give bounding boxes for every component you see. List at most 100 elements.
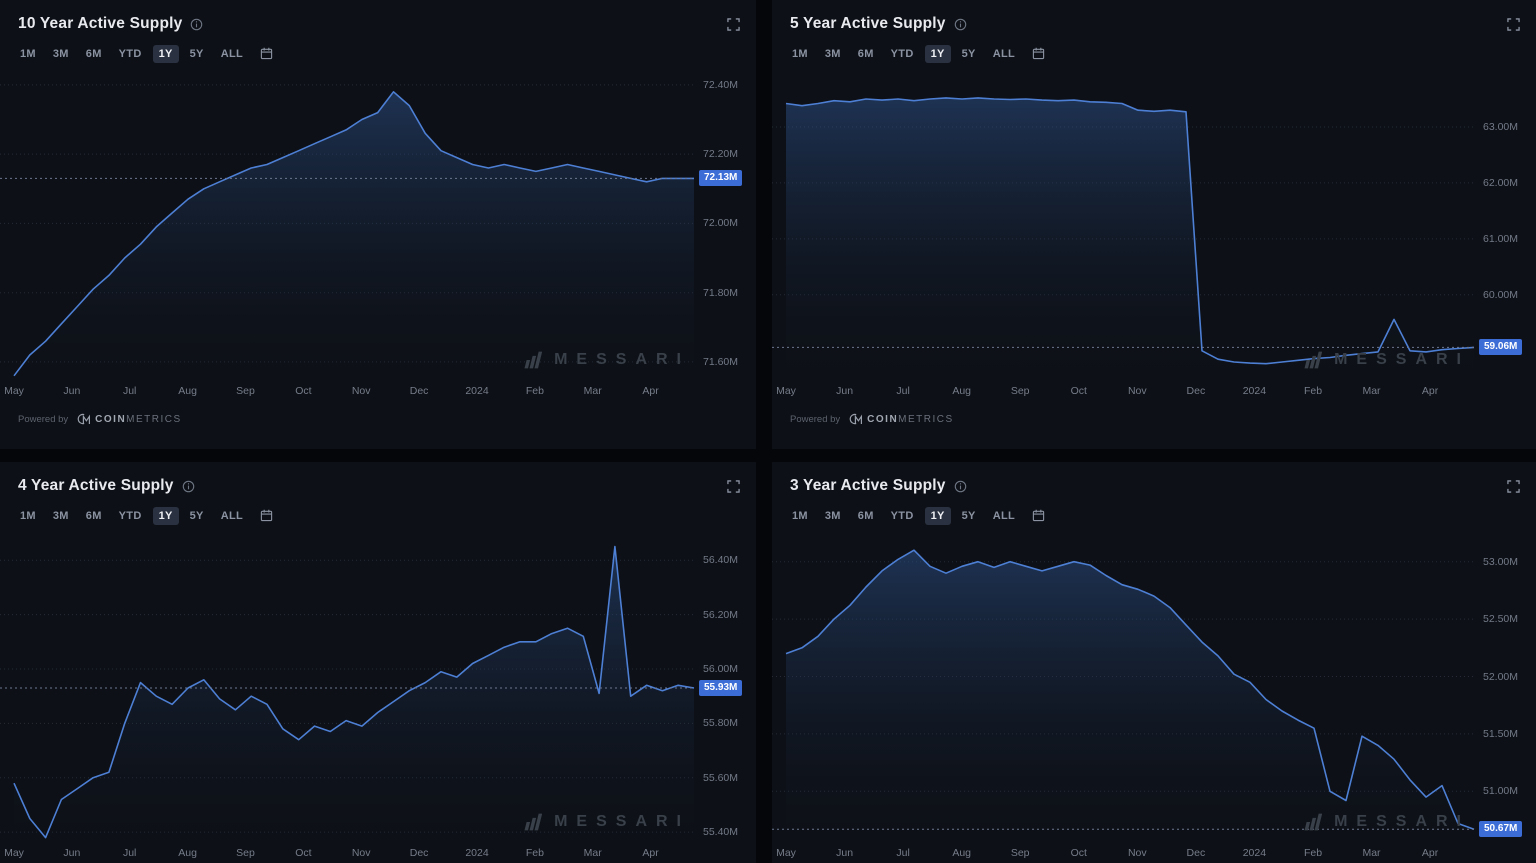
- x-axis-label: Dec: [409, 847, 429, 859]
- x-axis-label: 2024: [1242, 385, 1267, 397]
- range-button-5y[interactable]: 5Y: [189, 509, 204, 522]
- range-button-ytd[interactable]: YTD: [890, 509, 914, 522]
- y-axis-label: 55.60M: [703, 771, 739, 784]
- range-button-1m[interactable]: 1M: [792, 509, 808, 522]
- powered-by-label: Powered by: [18, 413, 69, 425]
- range-button-1m[interactable]: 1M: [20, 47, 36, 60]
- x-axis-label: Apr: [642, 385, 659, 397]
- x-axis-label: Aug: [178, 385, 197, 397]
- range-button-all[interactable]: ALL: [220, 509, 243, 522]
- info-icon[interactable]: [954, 18, 967, 31]
- range-button-ytd[interactable]: YTD: [118, 47, 142, 60]
- chart-region[interactable]: 50.67M MESSARI 53.00M 52.50M 52.00M 51.50M 5…: [772, 533, 1536, 843]
- y-axis-label: 56.40M: [703, 554, 739, 567]
- range-button-5y[interactable]: 5Y: [189, 47, 204, 60]
- area-chart[interactable]: [0, 533, 756, 843]
- plot-svg: [0, 84, 694, 381]
- expand-icon[interactable]: [1507, 479, 1520, 493]
- range-button-5y[interactable]: 5Y: [961, 509, 976, 522]
- range-button-ytd[interactable]: YTD: [118, 509, 142, 522]
- x-axis-label: Jun: [836, 385, 854, 397]
- info-icon[interactable]: [182, 480, 195, 493]
- x-axis-label: Jul: [122, 847, 137, 859]
- y-axis-label: 56.00M: [703, 662, 739, 675]
- chart-region[interactable]: 59.06M MESSARI 63.00M 62.00M 61.00M 60.00M: [772, 71, 1536, 381]
- range-button-6m[interactable]: 6M: [857, 509, 874, 522]
- plot-svg: [772, 97, 1475, 381]
- range-button-1y[interactable]: 1Y: [152, 506, 179, 525]
- calendar-icon[interactable]: [260, 509, 273, 522]
- messari-watermark: MESSARI: [1302, 351, 1470, 369]
- area-chart[interactable]: [772, 533, 1536, 843]
- messari-watermark-text: MESSARI: [554, 351, 690, 368]
- x-axis-label: Feb: [525, 385, 544, 397]
- x-axis-label: Aug: [952, 847, 972, 859]
- x-axis-label: Sep: [1010, 847, 1030, 859]
- area-chart[interactable]: [0, 71, 756, 381]
- calendar-icon[interactable]: [260, 47, 273, 60]
- info-icon[interactable]: [190, 18, 203, 31]
- range-button-1m[interactable]: 1M: [20, 509, 36, 522]
- x-axis-label: Dec: [1186, 385, 1206, 397]
- x-axis-label: Feb: [525, 847, 544, 859]
- panel-header: 3 Year Active Supply: [772, 462, 1536, 495]
- x-axis-label: Jul: [896, 385, 910, 397]
- y-axis-label: 55.40M: [703, 826, 739, 839]
- x-axis-label: Dec: [1186, 847, 1206, 859]
- x-axis: May Jun Jul Aug Sep Oct Nov Dec 2024 Feb Mar Apr: [0, 385, 756, 401]
- time-range-selector: 1M 3M 6M YTD 1Y 5Y ALL: [0, 495, 756, 525]
- range-button-6m[interactable]: 6M: [85, 509, 102, 522]
- range-button-1y[interactable]: 1Y: [152, 44, 179, 63]
- range-button-3m[interactable]: 3M: [824, 47, 841, 60]
- range-button-1y[interactable]: 1Y: [924, 506, 951, 525]
- range-button-3m[interactable]: 3M: [824, 509, 841, 522]
- messari-watermark-text: MESSARI: [1334, 813, 1470, 830]
- x-axis-label: Sep: [236, 847, 255, 859]
- panel-4-year-active-supply: 4 Year Active Supply 1M 3M 6M YTD 1Y 5Y ALL 55…: [0, 462, 756, 863]
- x-axis-label: Apr: [1421, 385, 1439, 397]
- chart-region[interactable]: 55.93M MESSARI 56.40M 56.20M 56.00M 55.80M 5…: [0, 533, 756, 843]
- expand-icon[interactable]: [1507, 17, 1520, 31]
- range-button-1m[interactable]: 1M: [792, 47, 808, 60]
- range-button-6m[interactable]: 6M: [85, 47, 102, 60]
- messari-watermark: MESSARI: [522, 351, 690, 369]
- range-button-all[interactable]: ALL: [992, 47, 1015, 60]
- range-button-6m[interactable]: 6M: [857, 47, 874, 60]
- x-axis-label: Dec: [409, 385, 429, 397]
- info-icon[interactable]: [954, 480, 967, 493]
- x-axis-label: Nov: [351, 847, 371, 859]
- range-button-1y[interactable]: 1Y: [924, 44, 951, 63]
- x-axis-label: Oct: [1070, 847, 1087, 859]
- y-axis-label: 62.00M: [1483, 176, 1519, 189]
- panel-header: 4 Year Active Supply: [0, 462, 756, 495]
- expand-icon[interactable]: [727, 17, 740, 31]
- x-axis-label: Mar: [1362, 385, 1381, 397]
- panel-10-year-active-supply: 10 Year Active Supply 1M 3M 6M YTD 1Y 5Y ALL 7…: [0, 0, 756, 449]
- calendar-icon[interactable]: [1032, 47, 1045, 60]
- expand-icon[interactable]: [727, 479, 740, 493]
- x-axis-label: May: [776, 385, 796, 397]
- y-axis-label: 72.20M: [703, 148, 739, 161]
- range-button-3m[interactable]: 3M: [52, 509, 69, 522]
- x-axis-label: Mar: [583, 847, 602, 859]
- y-axis-label: 72.40M: [703, 78, 739, 91]
- area-chart[interactable]: [772, 71, 1536, 381]
- x-axis-label: Apr: [1421, 847, 1439, 859]
- panel-title: 10 Year Active Supply: [18, 15, 183, 32]
- x-axis-label: Oct: [295, 385, 312, 397]
- x-axis-label: Apr: [642, 847, 659, 859]
- range-button-3m[interactable]: 3M: [52, 47, 69, 60]
- chart-region[interactable]: 72.13M MESSARI 72.40M 72.20M 72.00M 71.80M 7…: [0, 71, 756, 381]
- powered-by-label: Powered by: [790, 413, 841, 425]
- time-range-selector: 1M 3M 6M YTD 1Y 5Y ALL: [0, 33, 756, 63]
- range-button-5y[interactable]: 5Y: [961, 47, 976, 60]
- x-axis-label: Jul: [122, 385, 137, 397]
- y-axis-label: 71.80M: [703, 286, 739, 299]
- messari-logo-icon: [1304, 351, 1323, 369]
- range-button-ytd[interactable]: YTD: [890, 47, 914, 60]
- range-button-all[interactable]: ALL: [992, 509, 1015, 522]
- calendar-icon[interactable]: [1032, 509, 1045, 522]
- range-button-all[interactable]: ALL: [220, 47, 243, 60]
- current-value-badge: 72.13M: [699, 170, 743, 187]
- x-axis-label: Mar: [1362, 847, 1381, 859]
